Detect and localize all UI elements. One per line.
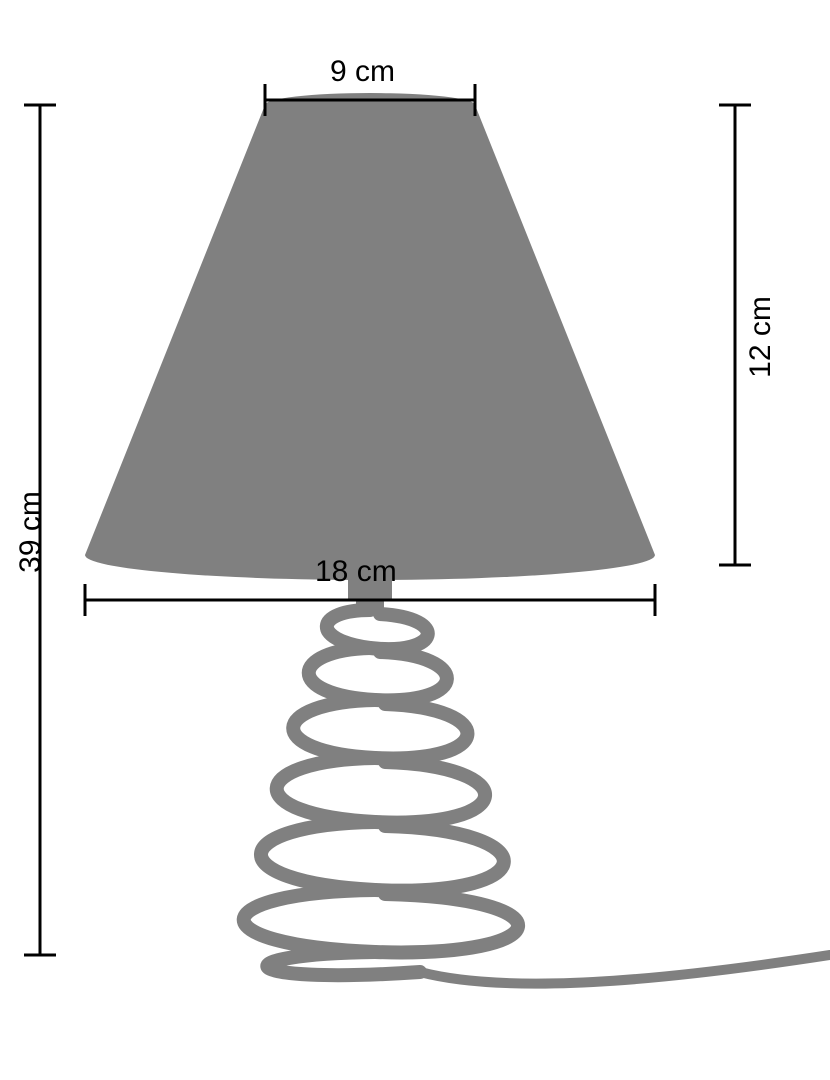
lamp-cord [420, 955, 830, 984]
dim-label-shade-height: 12 cm [744, 296, 778, 378]
lamp-shade [85, 93, 655, 580]
lamp-spiral-base [244, 610, 518, 975]
dim-label-top-width: 9 cm [330, 55, 395, 89]
lamp-dimension-diagram [0, 0, 830, 1080]
dim-label-total-height: 39 cm [14, 491, 48, 573]
diagram-stage: 9 cm 18 cm 12 cm 39 cm [0, 0, 830, 1080]
dim-label-shade-width: 18 cm [315, 555, 397, 589]
